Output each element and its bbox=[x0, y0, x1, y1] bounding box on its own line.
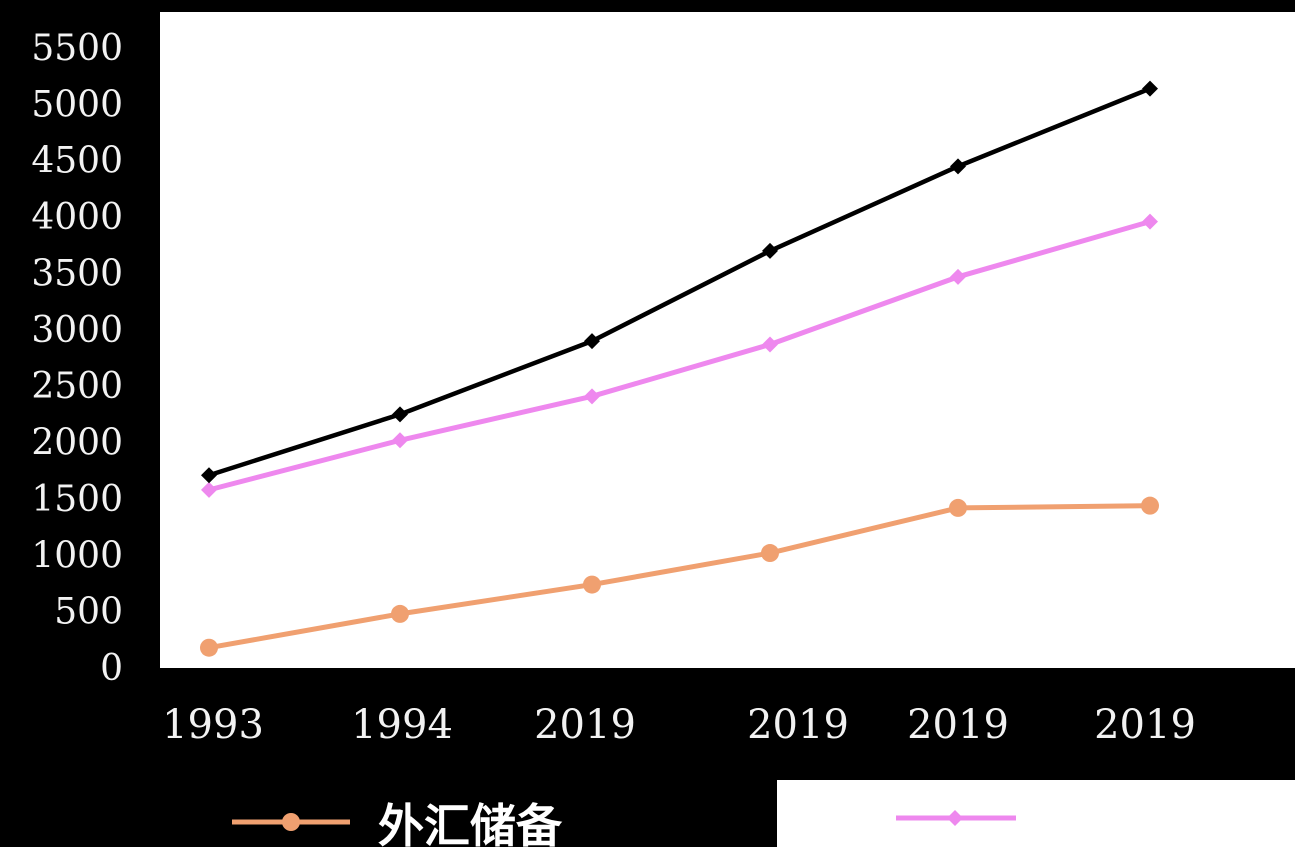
x-tick-label: 2019 bbox=[534, 702, 636, 748]
x-tick-label: 2019 bbox=[747, 702, 849, 748]
data-point bbox=[392, 406, 408, 423]
data-point bbox=[200, 638, 218, 657]
legend-marker bbox=[947, 810, 963, 826]
legend-label: 外汇储备 bbox=[378, 799, 563, 847]
data-point bbox=[949, 498, 967, 517]
y-axis: 0 500 1000 1500 2000 2500 3000 3500 4000 4500 5000… bbox=[31, 28, 123, 689]
y-tick-label: 0 bbox=[100, 648, 123, 689]
series-layer bbox=[200, 80, 1159, 657]
x-tick-label: 2019 bbox=[1094, 702, 1196, 748]
data-point bbox=[392, 432, 408, 449]
data-point bbox=[391, 604, 409, 623]
y-tick-label: 2500 bbox=[31, 366, 123, 407]
x-tick-label: 1993 bbox=[162, 702, 264, 748]
data-point bbox=[1141, 496, 1159, 515]
data-point bbox=[762, 336, 778, 353]
legend-marker bbox=[282, 813, 300, 831]
data-point bbox=[761, 544, 779, 563]
x-tick-label: 2019 bbox=[907, 702, 1009, 748]
series-line bbox=[208, 503, 1151, 651]
data-point bbox=[201, 467, 217, 484]
data-point bbox=[584, 388, 600, 405]
y-tick-label: 5500 bbox=[31, 28, 123, 69]
y-tick-label: 3000 bbox=[31, 310, 123, 351]
y-tick-label: 5000 bbox=[31, 84, 123, 125]
data-point bbox=[1142, 213, 1158, 230]
x-axis: 1993 1994 2019 2019 2019 2019 bbox=[162, 702, 1196, 748]
data-point bbox=[583, 575, 601, 594]
y-tick-label: 4500 bbox=[31, 141, 123, 182]
legend: 外汇储备 bbox=[232, 799, 1016, 847]
data-point bbox=[584, 333, 600, 350]
legend-box bbox=[777, 780, 1295, 847]
series-2 bbox=[201, 213, 1158, 498]
series-3 bbox=[201, 80, 1158, 484]
y-tick-label: 500 bbox=[54, 592, 123, 633]
data-point bbox=[762, 242, 778, 259]
data-point bbox=[950, 158, 966, 175]
series-line bbox=[208, 86, 1151, 478]
y-tick-label: 1500 bbox=[31, 479, 123, 520]
y-tick-label: 4000 bbox=[31, 197, 123, 238]
y-tick-label: 3500 bbox=[31, 253, 123, 294]
data-point bbox=[950, 268, 966, 285]
data-point bbox=[1142, 80, 1158, 97]
data-point bbox=[201, 481, 217, 498]
y-tick-label: 2000 bbox=[31, 423, 123, 464]
legend-entry-1: 外汇储备 bbox=[232, 799, 563, 847]
legend-entry-2 bbox=[896, 810, 1016, 826]
x-tick-label: 1994 bbox=[351, 702, 453, 748]
series-1 bbox=[200, 496, 1159, 657]
y-tick-label: 1000 bbox=[31, 535, 123, 576]
series-line bbox=[208, 219, 1151, 493]
plot-area bbox=[160, 12, 1295, 668]
